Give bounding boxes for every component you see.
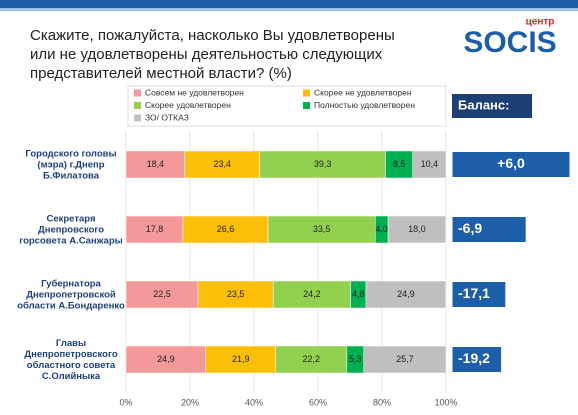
balance-label: +6,0	[497, 155, 525, 171]
value-label: 17,8	[146, 224, 164, 234]
bar-segment	[125, 345, 206, 374]
bar-segment	[125, 215, 184, 244]
legend-label: Совсем не удовлетворен	[145, 87, 244, 97]
bar-segment	[182, 215, 269, 244]
bar-segment	[365, 280, 446, 309]
x-tick-label: 40%	[245, 397, 263, 407]
legend-swatch	[134, 114, 141, 122]
value-label: 8,5	[393, 159, 406, 169]
bar-segment	[125, 150, 186, 179]
category-label: Главы Днепропетровского областного совет…	[24, 337, 118, 382]
value-label: 18,4	[147, 159, 165, 169]
bar-segment	[385, 150, 413, 179]
bar-segment	[412, 150, 447, 179]
bar-segment	[387, 215, 446, 244]
value-label: 24,9	[397, 289, 415, 299]
value-label: 10,4	[421, 159, 439, 169]
value-label: 23,5	[227, 289, 245, 299]
bar-segment	[205, 345, 277, 374]
balance-label: -19,2	[458, 350, 490, 366]
value-label: 33,5	[313, 224, 331, 234]
value-label: 22,2	[303, 354, 321, 364]
value-label: 4,0	[375, 224, 388, 234]
legend-box	[127, 85, 447, 127]
balance-title: Баланс:	[458, 97, 509, 112]
legend-swatch	[134, 102, 141, 109]
legend-label: Полностью удовлетворен	[314, 100, 415, 110]
x-tick-label: 0%	[119, 397, 132, 407]
logo-small: центр	[526, 17, 555, 28]
bar-segment	[267, 215, 376, 244]
value-label: 23,4	[214, 159, 232, 169]
bar-segment	[259, 150, 386, 179]
balance-bar	[451, 281, 507, 308]
top-bar-accent	[0, 8, 578, 11]
bar-segment	[272, 280, 351, 309]
balance-label: -6,9	[458, 220, 482, 236]
value-label: 39,3	[314, 159, 332, 169]
balance-bar	[451, 151, 571, 178]
value-label: 26,6	[217, 224, 235, 234]
legend-label: ЗО/ ОТКАЗ	[145, 112, 189, 122]
x-tick-label: 100%	[434, 397, 457, 407]
top-bar	[0, 0, 578, 8]
value-label: 21,9	[232, 354, 250, 364]
legend-swatch	[303, 89, 310, 97]
x-tick-label: 60%	[309, 397, 327, 407]
value-label: 5,3	[349, 354, 362, 364]
category-label: Секретаря Днепровского горсовета А.Санжа…	[19, 213, 123, 246]
logo-main: SOCIS	[463, 26, 556, 59]
bar-segment	[125, 280, 199, 309]
bar-segment	[184, 150, 261, 179]
bar-segment	[197, 280, 274, 309]
chart-title: Скажите, пожалуйста, насколько Вы удовле…	[30, 27, 395, 82]
balance-header	[452, 94, 532, 118]
legend-swatch	[303, 102, 310, 109]
balance-bar	[451, 216, 527, 243]
value-label: 24,9	[157, 354, 175, 364]
balance-label: -17,1	[458, 285, 490, 301]
legend-label: Скорее удовлетворен	[145, 100, 231, 110]
category-label: Городского головы (мэра) г.Днепр Б.Филат…	[25, 148, 117, 181]
legend-swatch	[134, 89, 141, 97]
value-label: 24,2	[303, 289, 321, 299]
legend-label: Скорее не удовлетворен	[314, 87, 412, 97]
value-label: 22,5	[153, 289, 171, 299]
balance-bar	[451, 346, 503, 373]
bar-segment	[363, 345, 447, 374]
category-label: Губернатора Днепропетровской области А.Б…	[17, 278, 125, 311]
value-label: 4,8	[352, 289, 365, 299]
value-label: 18,0	[408, 224, 426, 234]
x-tick-label: 20%	[181, 397, 199, 407]
value-label: 25,7	[396, 354, 414, 364]
x-tick-label: 80%	[373, 397, 391, 407]
